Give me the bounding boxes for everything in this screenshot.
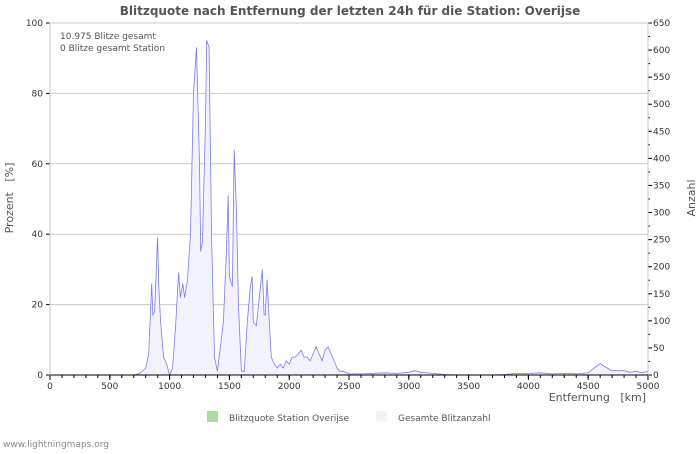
legend-swatch-total xyxy=(376,411,387,422)
series-total-line xyxy=(50,40,649,377)
y2-tick-label: 100 xyxy=(653,317,670,327)
y-tick-label: 40 xyxy=(32,230,44,240)
legend-swatch-quote xyxy=(207,411,218,422)
x-tick-label: 0 xyxy=(47,382,53,392)
x-tick-label: 5000 xyxy=(637,382,660,392)
y2-tick-label: 250 xyxy=(653,236,670,246)
y-tick-label: 0 xyxy=(37,371,43,381)
y-axis-label: Prozent [%] xyxy=(3,163,16,234)
chart-title: Blitzquote nach Entfernung der letzten 2… xyxy=(120,4,581,18)
y2-tick-label: 650 xyxy=(653,19,670,29)
x-tick-label: 1500 xyxy=(218,382,241,392)
y2-tick-label: 350 xyxy=(653,181,670,191)
series-area xyxy=(50,40,649,377)
y2-axis-label: Anzahl xyxy=(685,179,698,216)
y2-tick-label: 450 xyxy=(653,127,670,137)
annotation-total: 10.975 Blitze gesamt xyxy=(60,32,156,42)
y2-tick-label: 550 xyxy=(653,73,670,83)
grid xyxy=(50,22,648,306)
y2-tick-label: 300 xyxy=(653,209,670,219)
y-tick-label: 80 xyxy=(32,89,44,99)
legend-label-total: Gesamte Blitzanzahl xyxy=(398,414,491,424)
y-tick-label: 60 xyxy=(32,160,44,170)
x-tick-label: 3500 xyxy=(457,382,480,392)
y2-tick-label: 0 xyxy=(653,371,659,381)
y2-tick-label: 50 xyxy=(653,344,665,354)
x-tick-label: 4000 xyxy=(517,382,540,392)
x-tick-label: 1000 xyxy=(158,382,181,392)
x-tick-label: 4500 xyxy=(577,382,600,392)
x-tick-label: 2500 xyxy=(338,382,361,392)
legend-label-quote: Blitzquote Station Overijse xyxy=(229,414,349,424)
series-total-fill xyxy=(50,40,648,376)
y-tick-label: 20 xyxy=(32,301,44,311)
y2-tick-label: 600 xyxy=(653,46,670,56)
x-tick-label: 500 xyxy=(101,382,118,392)
y2-tick-label: 400 xyxy=(653,154,670,164)
y2-tick-label: 500 xyxy=(653,100,670,110)
x-tick-label: 2000 xyxy=(278,382,301,392)
x-tick-label: 3000 xyxy=(397,382,420,392)
y2-tick-label: 200 xyxy=(653,263,670,273)
annotation-station: 0 Blitze gesamt Station xyxy=(60,44,165,54)
footer-url[interactable]: www.lightningmaps.org xyxy=(3,440,109,450)
y-tick-label: 100 xyxy=(26,19,43,29)
axes: 0204060801000501001502002503003504004505… xyxy=(26,19,671,392)
plot-frame xyxy=(49,22,649,376)
y2-tick-label: 150 xyxy=(653,290,670,300)
x-axis-label: Entfernung [km] xyxy=(549,391,646,404)
